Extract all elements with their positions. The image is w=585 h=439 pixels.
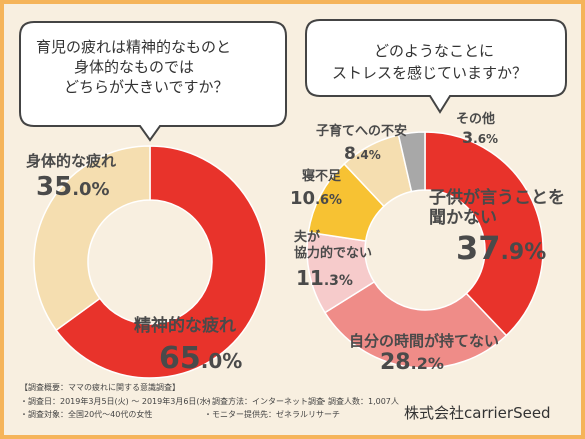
question-line: どのようなことに [374, 42, 495, 60]
value-label: 35.0% [36, 172, 110, 202]
value-label: 3.6% [462, 128, 499, 147]
question-line: ストレスを感じていますか？ [332, 64, 528, 82]
category-label: 寝不足 [302, 169, 342, 184]
speech-bubble [19, 21, 287, 142]
survey-note: ・モニター提供先：ゼネラルリサーチ [204, 410, 340, 419]
question-line: 身体的なものでは [74, 58, 195, 76]
value-label: 10.6% [290, 188, 343, 209]
value-label: 11.3% [296, 266, 353, 290]
company-logo: 株式会社carrierSeed [404, 404, 551, 422]
donut-segment [55, 145, 267, 379]
question-line: どちらが大きいですか？ [64, 78, 229, 96]
survey-note: ・調査日：2019年3月5日(火) ～ 2019年3月6日(水) [20, 397, 211, 406]
category-label: 身体的な疲れ [26, 152, 117, 170]
survey-note: ・調査方法：インターネット調査 [204, 397, 324, 406]
question-line: 育児の疲れは精神的なものと [36, 38, 232, 56]
speech-bubble [305, 19, 567, 114]
value-label: 65.0% [159, 341, 243, 376]
value-label: 8.4% [344, 144, 381, 164]
donut-segment [33, 145, 151, 332]
survey-note: ・調査人数：1,007人 [320, 397, 399, 406]
value-label: 28.2% [380, 350, 444, 375]
category-label: 精神的な疲れ [134, 316, 236, 336]
category-label: 子供が言うことを 聞かない [429, 188, 565, 229]
donut-segment [323, 280, 508, 369]
category-label: 子育てへの不安 [316, 124, 408, 139]
survey-note: ・調査対象：全国20代～40代の女性 [20, 410, 153, 419]
value-label: 37.9% [456, 229, 547, 267]
category-label: 夫が 協力的でない [294, 230, 373, 261]
category-label: 自分の時間が持てない [349, 332, 500, 350]
survey-note: 【調査概要：ママの疲れに関する意識調査】 [20, 383, 180, 392]
donut-segment [424, 131, 544, 337]
donut-segment [397, 131, 426, 193]
category-label: その他 [456, 112, 496, 127]
